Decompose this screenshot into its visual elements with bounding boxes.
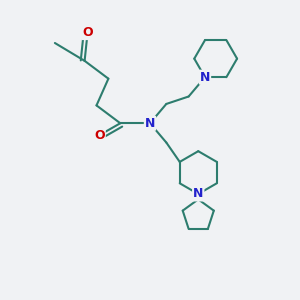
Text: O: O	[82, 26, 93, 39]
Text: N: N	[200, 71, 210, 84]
Text: N: N	[145, 117, 155, 130]
Text: O: O	[94, 129, 105, 142]
Text: N: N	[193, 188, 203, 200]
